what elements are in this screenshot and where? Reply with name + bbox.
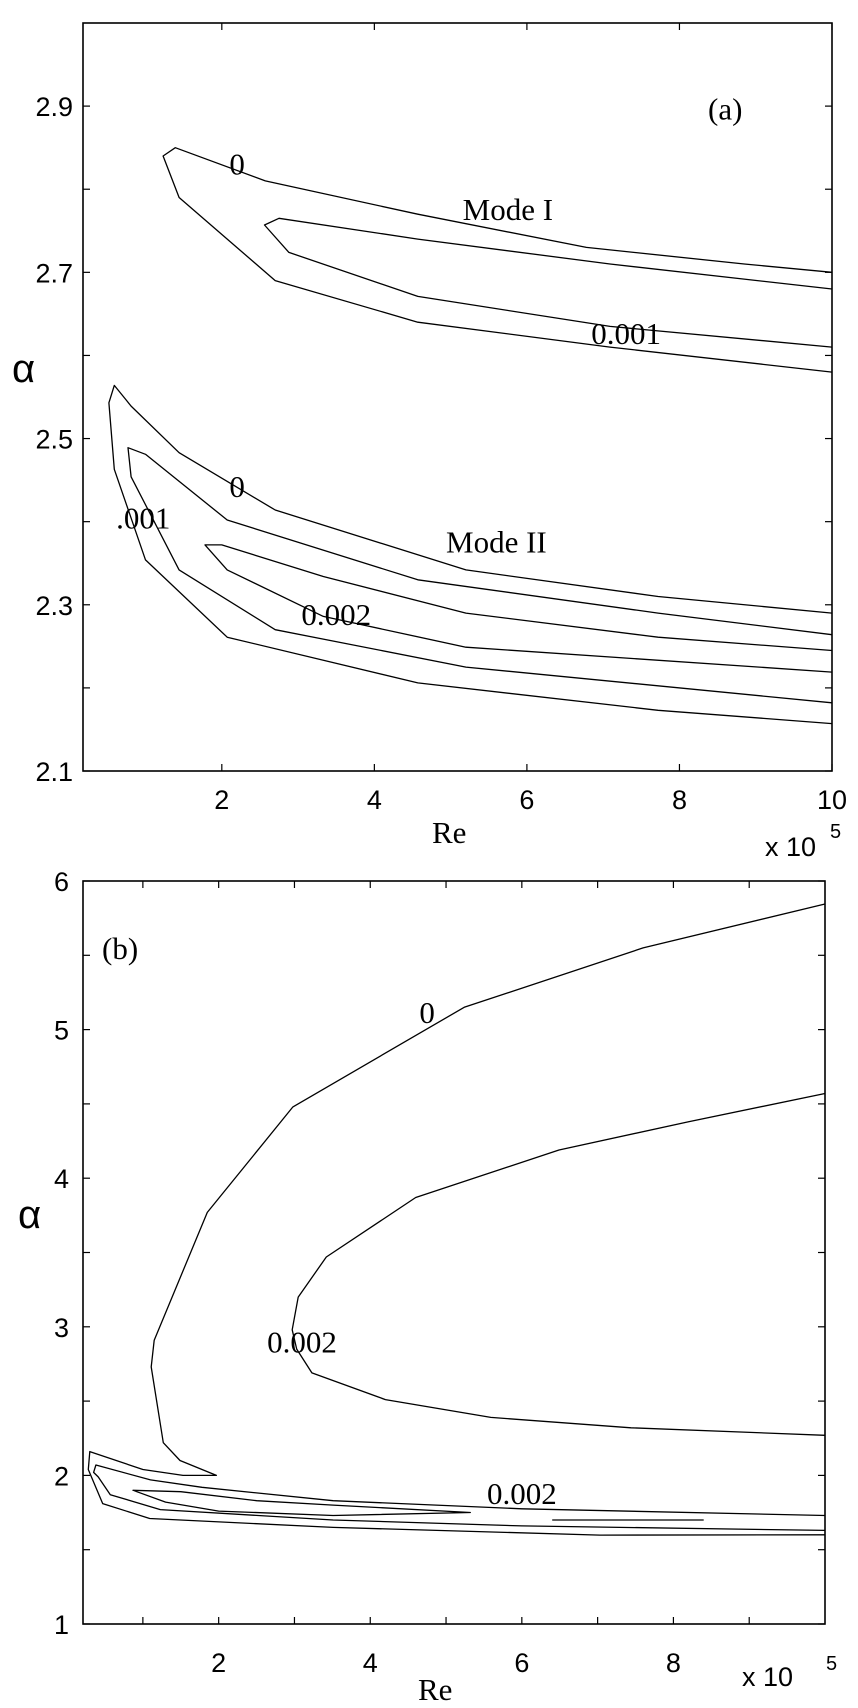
contour-line-level-0_001 (127, 447, 833, 704)
panel-b-annotations: (b) 0 0.002 0.002 (102, 931, 557, 1511)
contour-line-level-0_002 (291, 1092, 826, 1436)
y-tick-label: 4 (54, 1164, 69, 1194)
y-tick-label: 6 (54, 867, 69, 897)
y-tick-label: 2.7 (35, 258, 73, 288)
x-tick-label: 4 (363, 1648, 378, 1678)
panel-a-xlabel: Re (432, 815, 466, 850)
contour-annotation: (a) (708, 92, 742, 127)
panel-a-frame (82, 22, 833, 772)
contour-annotation: 0.002 (487, 1476, 557, 1511)
contour-annotation: 0 (229, 469, 245, 504)
contour-line-level-0_001 (263, 217, 833, 348)
panel-b-contours (87, 903, 826, 1536)
panel-a-contours (108, 147, 833, 725)
y-tick-label: 2.5 (35, 425, 73, 455)
x-tick-label: 2 (211, 1648, 226, 1678)
contour-line-level-0 (162, 147, 833, 373)
contour-line-level-0_002 (204, 544, 833, 673)
contour-line-level-0_002 (92, 1464, 826, 1532)
x-tick-label: 8 (672, 785, 687, 815)
contour-annotation: 0 (419, 995, 435, 1030)
x-tick-label: 8 (666, 1648, 681, 1678)
contour-annotation: (b) (102, 931, 138, 966)
y-tick-label: 2.3 (35, 591, 73, 621)
y-tick-label: 2 (54, 1461, 69, 1491)
panel-a-x-multiplier-exponent: 5 (830, 821, 841, 843)
panel-a-ylabel: α (12, 347, 35, 391)
contour-annotation: 0.001 (591, 316, 661, 351)
panel-a-x-multiplier: x 10 (765, 832, 816, 862)
x-tick-label: 4 (367, 785, 382, 815)
contour-line-level-0_002 (132, 1489, 471, 1517)
x-tick-label: 6 (519, 785, 534, 815)
x-tick-label: 10 (817, 785, 847, 815)
y-tick-label: 2.9 (35, 92, 73, 122)
contour-annotation: 0.002 (267, 1325, 337, 1360)
x-tick-label: 2 (214, 785, 229, 815)
contour-annotation: 0 (229, 146, 245, 181)
panel-b-xlabel: Re (418, 1672, 452, 1707)
panel-b-x-multiplier: x 10 (742, 1662, 793, 1692)
contour-annotation: Mode II (446, 525, 547, 560)
panel-a-ticks: 2 4 6 8 10 2.1 2.3 2.5 2.7 2.9 (35, 23, 847, 815)
contour-annotation: .001 (116, 501, 170, 536)
contour-line-level-0 (108, 384, 833, 725)
y-tick-label: 1 (54, 1610, 69, 1640)
y-tick-label: 5 (54, 1016, 69, 1046)
contour-annotation: 0.002 (301, 597, 371, 632)
x-tick-label: 6 (514, 1648, 529, 1678)
panel-b: 2 4 6 8 1 2 3 4 5 6 (b) 0 0.002 0.002 α Re x 10 5 (18, 867, 837, 1707)
y-tick-label: 2.1 (35, 757, 73, 787)
panel-b-x-multiplier-exponent: 5 (826, 1653, 837, 1675)
contour-annotation: Mode I (463, 192, 553, 227)
panel-b-ticks: 2 4 6 8 1 2 3 4 5 6 (54, 867, 825, 1678)
panel-b-ylabel: α (18, 1193, 41, 1237)
y-tick-label: 3 (54, 1313, 69, 1343)
contour-line-level-0 (87, 903, 826, 1536)
